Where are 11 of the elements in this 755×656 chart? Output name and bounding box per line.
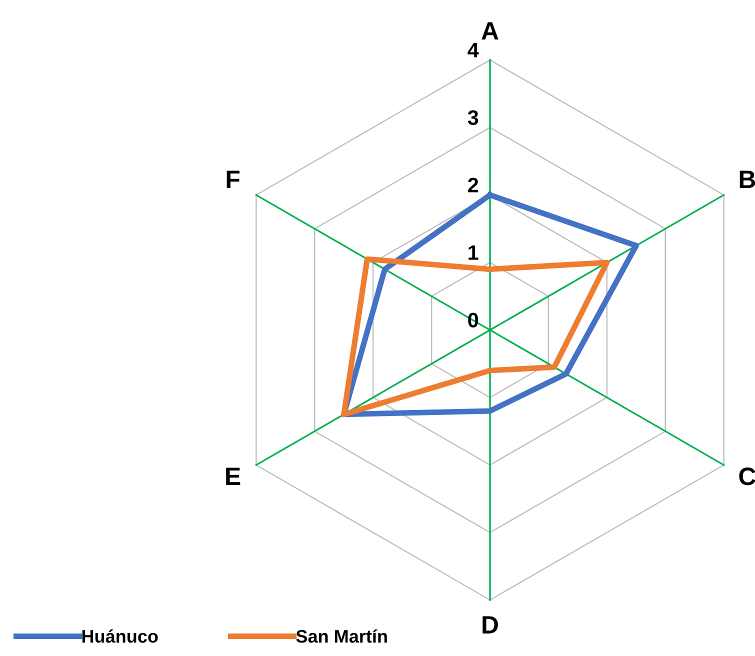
legend-label: Huánuco (82, 629, 158, 643)
spoke-label: D (482, 616, 498, 634)
spoke-label: A (482, 22, 498, 40)
y-tick-label: 3 (468, 110, 478, 126)
y-tick-label: 1 (468, 245, 478, 260)
y-tick-label: 4 (468, 42, 479, 58)
spoke-label: B (740, 170, 755, 188)
y-tick-label: 2 (468, 178, 478, 192)
legend-label: San Martín (296, 629, 387, 643)
spoke-label: E (226, 468, 240, 485)
spoke-label: F (226, 170, 240, 188)
